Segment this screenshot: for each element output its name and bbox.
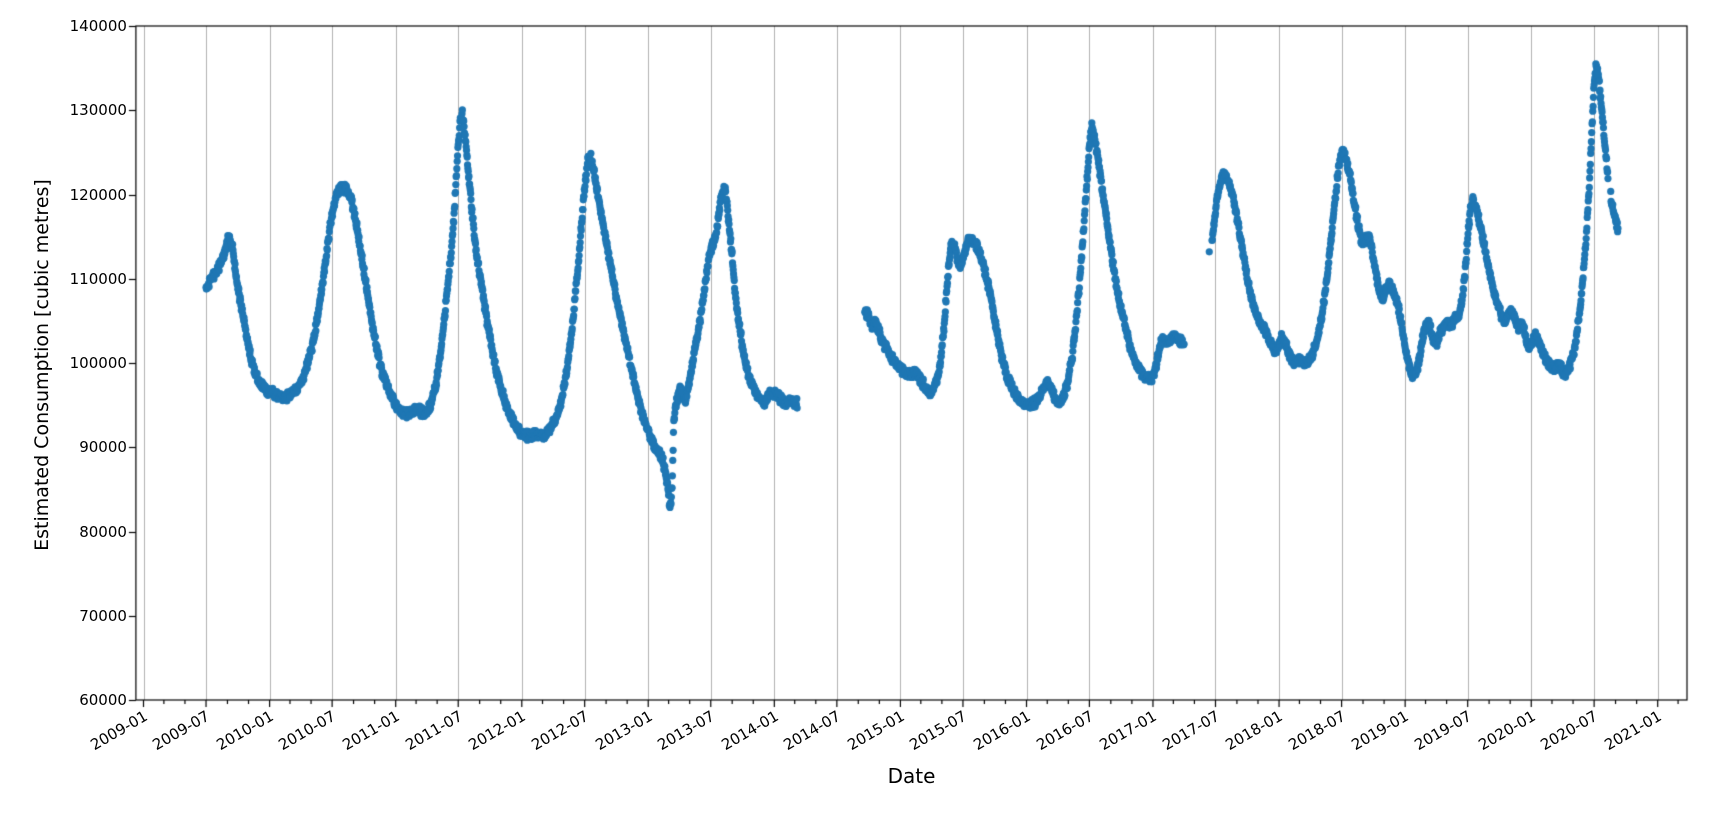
y-tick-label: 120000 bbox=[69, 185, 127, 204]
y-tick-label: 60000 bbox=[79, 691, 127, 709]
y-tick-label: 100000 bbox=[69, 354, 127, 372]
y-tick-label: 110000 bbox=[69, 269, 127, 288]
y-tick-label: 70000 bbox=[79, 606, 127, 625]
y-tick-label: 140000 bbox=[69, 17, 127, 35]
y-tick-label: 130000 bbox=[69, 101, 127, 120]
y-tick-label: 90000 bbox=[79, 438, 127, 457]
y-tick-label: 80000 bbox=[79, 522, 127, 541]
y-axis-label: Estimated Consumption [cubic metres] bbox=[31, 179, 53, 551]
x-axis-label: Date bbox=[887, 764, 936, 788]
